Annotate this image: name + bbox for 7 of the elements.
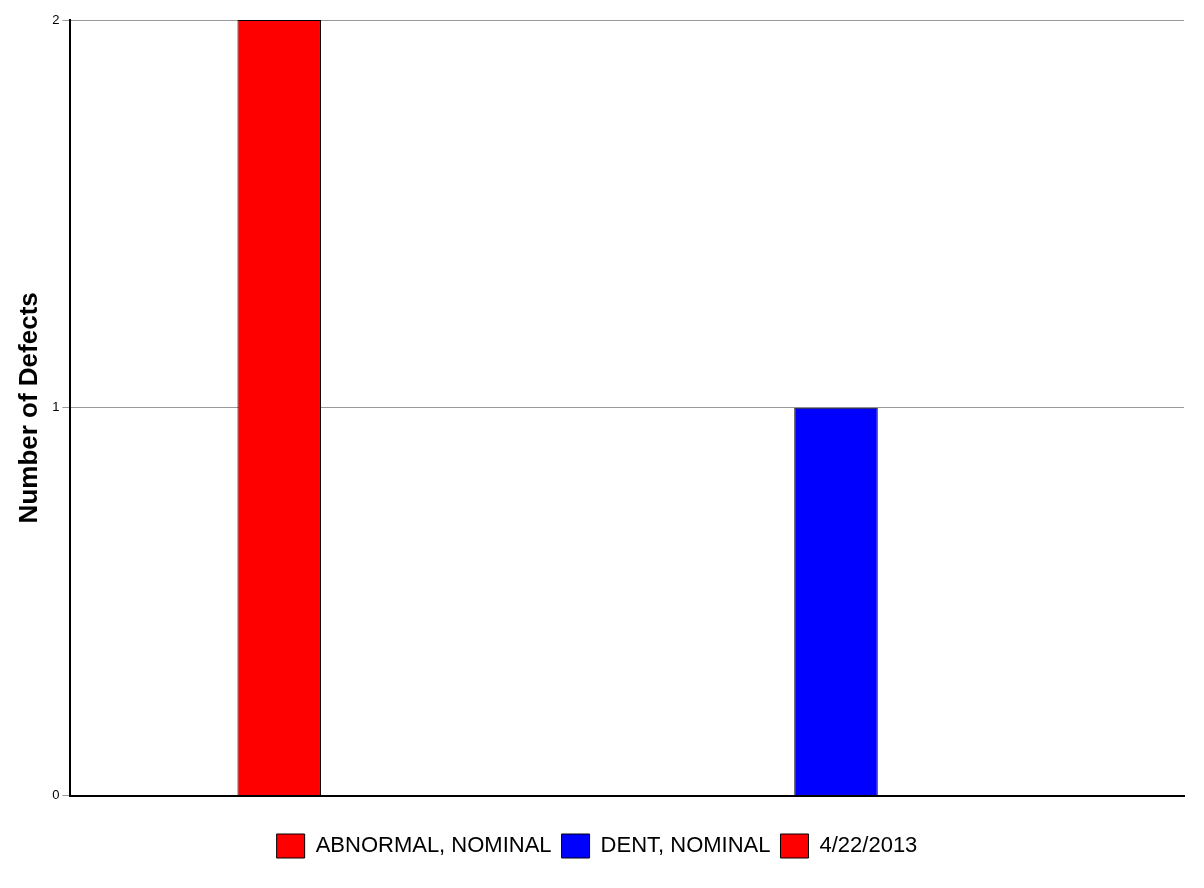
y-axis-title: Number of Defects (12, 292, 43, 524)
y-tick-label: 2 (52, 11, 60, 27)
legend-label: DENT, NOMINAL (600, 832, 771, 858)
y-tick-label: 0 (52, 787, 60, 803)
legend-label: ABNORMAL, NOMINAL (315, 832, 552, 858)
y-tick-label: 1 (52, 399, 60, 415)
legend-label: 4/22/2013 (819, 832, 918, 858)
